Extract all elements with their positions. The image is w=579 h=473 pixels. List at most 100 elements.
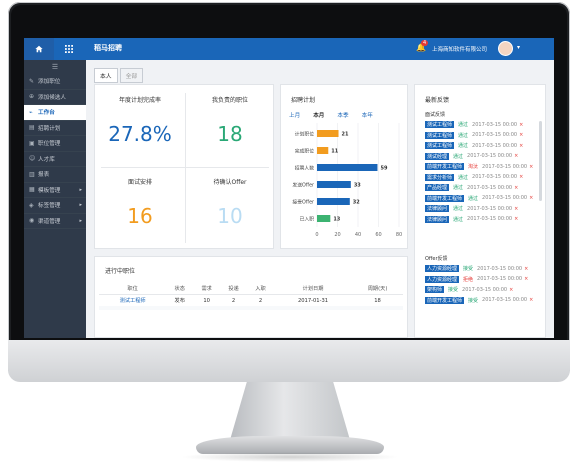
bar[interactable]	[317, 181, 351, 188]
sidebar-item-add-job[interactable]: ✎ 添加职位	[24, 74, 86, 90]
close-icon[interactable]: ×	[514, 184, 519, 191]
job-tag[interactable]: 法律顾问	[425, 215, 450, 223]
kpi-my-jobs[interactable]: 我负责的职位 18	[185, 85, 275, 167]
job-tag[interactable]: 产品经理	[425, 184, 450, 191]
feedback-row[interactable]: 产品经理 通过 2017-03-15 00:00 ×	[425, 184, 518, 191]
close-icon[interactable]: ×	[519, 121, 524, 128]
job-tag[interactable]: 人力资源经理	[425, 275, 460, 283]
kpi-interviews[interactable]: 面试安排 16	[95, 167, 185, 249]
job-tag[interactable]: 需求分析师	[425, 173, 455, 181]
chevron-down-icon[interactable]: ▾	[517, 44, 521, 51]
grid-icon	[65, 45, 73, 53]
home-button[interactable]	[24, 38, 54, 60]
close-icon[interactable]: ×	[524, 265, 529, 272]
sidebar-item-label: 添加候选人	[38, 94, 66, 101]
monitor-chin	[8, 340, 570, 382]
close-icon[interactable]: ×	[519, 142, 524, 149]
job-tag[interactable]: 测试工程师	[425, 142, 455, 149]
scope-tabs: 本人 全部	[94, 68, 144, 83]
feedback-row[interactable]: 测试工程师 通过 2017-03-15 00:00 ×	[425, 121, 523, 128]
kpi-label: 待确认Offer	[213, 179, 247, 186]
close-icon[interactable]: ×	[509, 286, 514, 293]
period-tabs: 上月 本月 本季 本年	[289, 111, 373, 119]
close-icon[interactable]: ×	[514, 205, 519, 212]
status-text: 通过	[453, 153, 464, 160]
sidebar-item-plan[interactable]: ▤ 招聘计划	[24, 121, 86, 136]
feedback-row[interactable]: 人力资源经理 拒绝 2017-03-15 00:00 ×	[425, 275, 529, 283]
close-icon[interactable]: ×	[519, 174, 524, 180]
job-tag[interactable]: 人力资源经理	[425, 265, 460, 272]
table-header: 职位 状态 需求 投递 入职 计划日期 周期(天)	[99, 283, 403, 295]
feedback-date: 2017-03-15 00:00	[467, 216, 513, 222]
bar[interactable]	[317, 198, 350, 205]
job-tag[interactable]: 架构师	[425, 286, 445, 293]
feedback-row[interactable]: 前端开发工程师 淘汰 2017-03-15 00:00 ×	[425, 163, 533, 170]
job-tag[interactable]: 法律顾问	[425, 205, 450, 212]
feedback-row[interactable]: 需求分析师 通过 2017-03-15 00:00 ×	[425, 173, 524, 181]
sidebar-item-add-candidate[interactable]: ⊕ 添加候选人	[24, 90, 86, 105]
feedback-row[interactable]: 法律顾问 通过 2017-03-15 00:00 ×	[425, 215, 519, 223]
kpi-pending-offers[interactable]: 待确认Offer 10	[185, 167, 275, 249]
sidebar-item-reports[interactable]: ▥ 报表	[24, 167, 86, 183]
menu-collapse-icon[interactable]: ☰	[51, 63, 59, 71]
avatar[interactable]	[498, 41, 513, 56]
close-icon[interactable]: ×	[529, 195, 534, 201]
col-cycle: 周期(天)	[352, 283, 403, 295]
status-text: 通过	[453, 216, 464, 223]
tab-mine[interactable]: 本人	[94, 68, 118, 83]
tab-all[interactable]: 全部	[119, 68, 144, 83]
job-tag[interactable]: 前端开发工程师	[425, 163, 465, 170]
sidebar-item-label: 渠道管理	[38, 218, 61, 225]
sidebar-item-jobs[interactable]: ▣ 职位管理	[24, 136, 86, 152]
period-tab-this-quarter[interactable]: 本季	[337, 113, 349, 119]
close-icon[interactable]: ×	[529, 297, 534, 303]
kpi-label: 我负责的职位	[211, 97, 248, 104]
sidebar-item-tags[interactable]: ◈ 标签管理 ▸	[24, 198, 86, 214]
period-tab-last-month[interactable]: 上月	[289, 113, 301, 119]
sidebar-item-talent[interactable]: ☺ 人才库	[24, 152, 86, 167]
notification-button[interactable]: 🔔 4	[416, 40, 429, 52]
job-tag[interactable]: 测试工程师	[425, 121, 455, 128]
table-row[interactable]	[99, 306, 403, 310]
kpi-label: 面试安排	[127, 179, 152, 186]
job-tag[interactable]: 测试经理	[425, 152, 450, 160]
period-tab-this-month[interactable]: 本月	[313, 113, 325, 119]
scrollbar[interactable]	[539, 121, 542, 201]
card-title: 最新反馈	[425, 97, 450, 104]
status-text: 接受	[468, 297, 479, 304]
sidebar-item-workbench[interactable]: ⌁ 工作台	[24, 105, 86, 121]
job-tag[interactable]: 前端开发工程师	[425, 296, 465, 304]
feedback-row[interactable]: 测试工程师 通过 2017-03-15 00:00 ×	[425, 142, 523, 149]
feedback-row[interactable]: 前端开发工程师 接受 2017-03-15 00:00 ×	[425, 296, 534, 304]
feedback-row[interactable]: 前端开发工程师 通过 2017-03-15 00:00 ×	[425, 194, 534, 202]
sidebar-item-channels[interactable]: ◉ 渠道管理 ▸	[24, 214, 86, 229]
close-icon[interactable]: ×	[529, 163, 534, 170]
feedback-row[interactable]: 法律顾问 通过 2017-03-15 00:00 ×	[425, 205, 518, 212]
close-icon[interactable]: ×	[519, 132, 524, 138]
feedback-row[interactable]: 测试经理 通过 2017-03-15 00:00 ×	[425, 152, 519, 160]
app-title: 稻马招聘	[94, 44, 122, 52]
job-tag[interactable]: 测试工程师	[425, 131, 455, 139]
bar[interactable]	[317, 130, 339, 137]
table-row[interactable]: 测试工程师 发布 10 2 2 2017-01-31 18	[99, 295, 403, 307]
offer-feedback-title: Offer反馈	[425, 256, 448, 262]
bar[interactable]	[317, 164, 378, 171]
period-tab-this-year[interactable]: 本年	[361, 113, 373, 119]
feedback-row[interactable]: 测试工程师 通过 2017-03-15 00:00 ×	[425, 131, 524, 139]
bar[interactable]	[317, 215, 331, 222]
cell-job[interactable]: 测试工程师	[119, 298, 146, 304]
apps-button[interactable]	[54, 38, 84, 60]
job-tag[interactable]: 前端开发工程师	[425, 194, 465, 202]
close-icon[interactable]: ×	[524, 276, 529, 282]
sidebar-item-templates[interactable]: ▦ 模板管理 ▸	[24, 183, 86, 198]
cell-job[interactable]	[99, 306, 167, 310]
bar[interactable]	[317, 147, 329, 154]
sidebar-item-label: 标签管理	[38, 203, 61, 210]
close-icon[interactable]: ×	[514, 216, 519, 222]
cell-hired	[247, 306, 274, 310]
close-icon[interactable]: ×	[514, 153, 519, 159]
feedback-row[interactable]: 架构师 接受 2017-03-15 00:00 ×	[425, 286, 513, 293]
kpi-plan-rate[interactable]: 年度计划完成率 27.8%	[95, 85, 185, 167]
edit-icon: ✎	[29, 77, 35, 85]
feedback-row[interactable]: 人力资源经理 接受 2017-03-15 00:00 ×	[425, 265, 528, 272]
